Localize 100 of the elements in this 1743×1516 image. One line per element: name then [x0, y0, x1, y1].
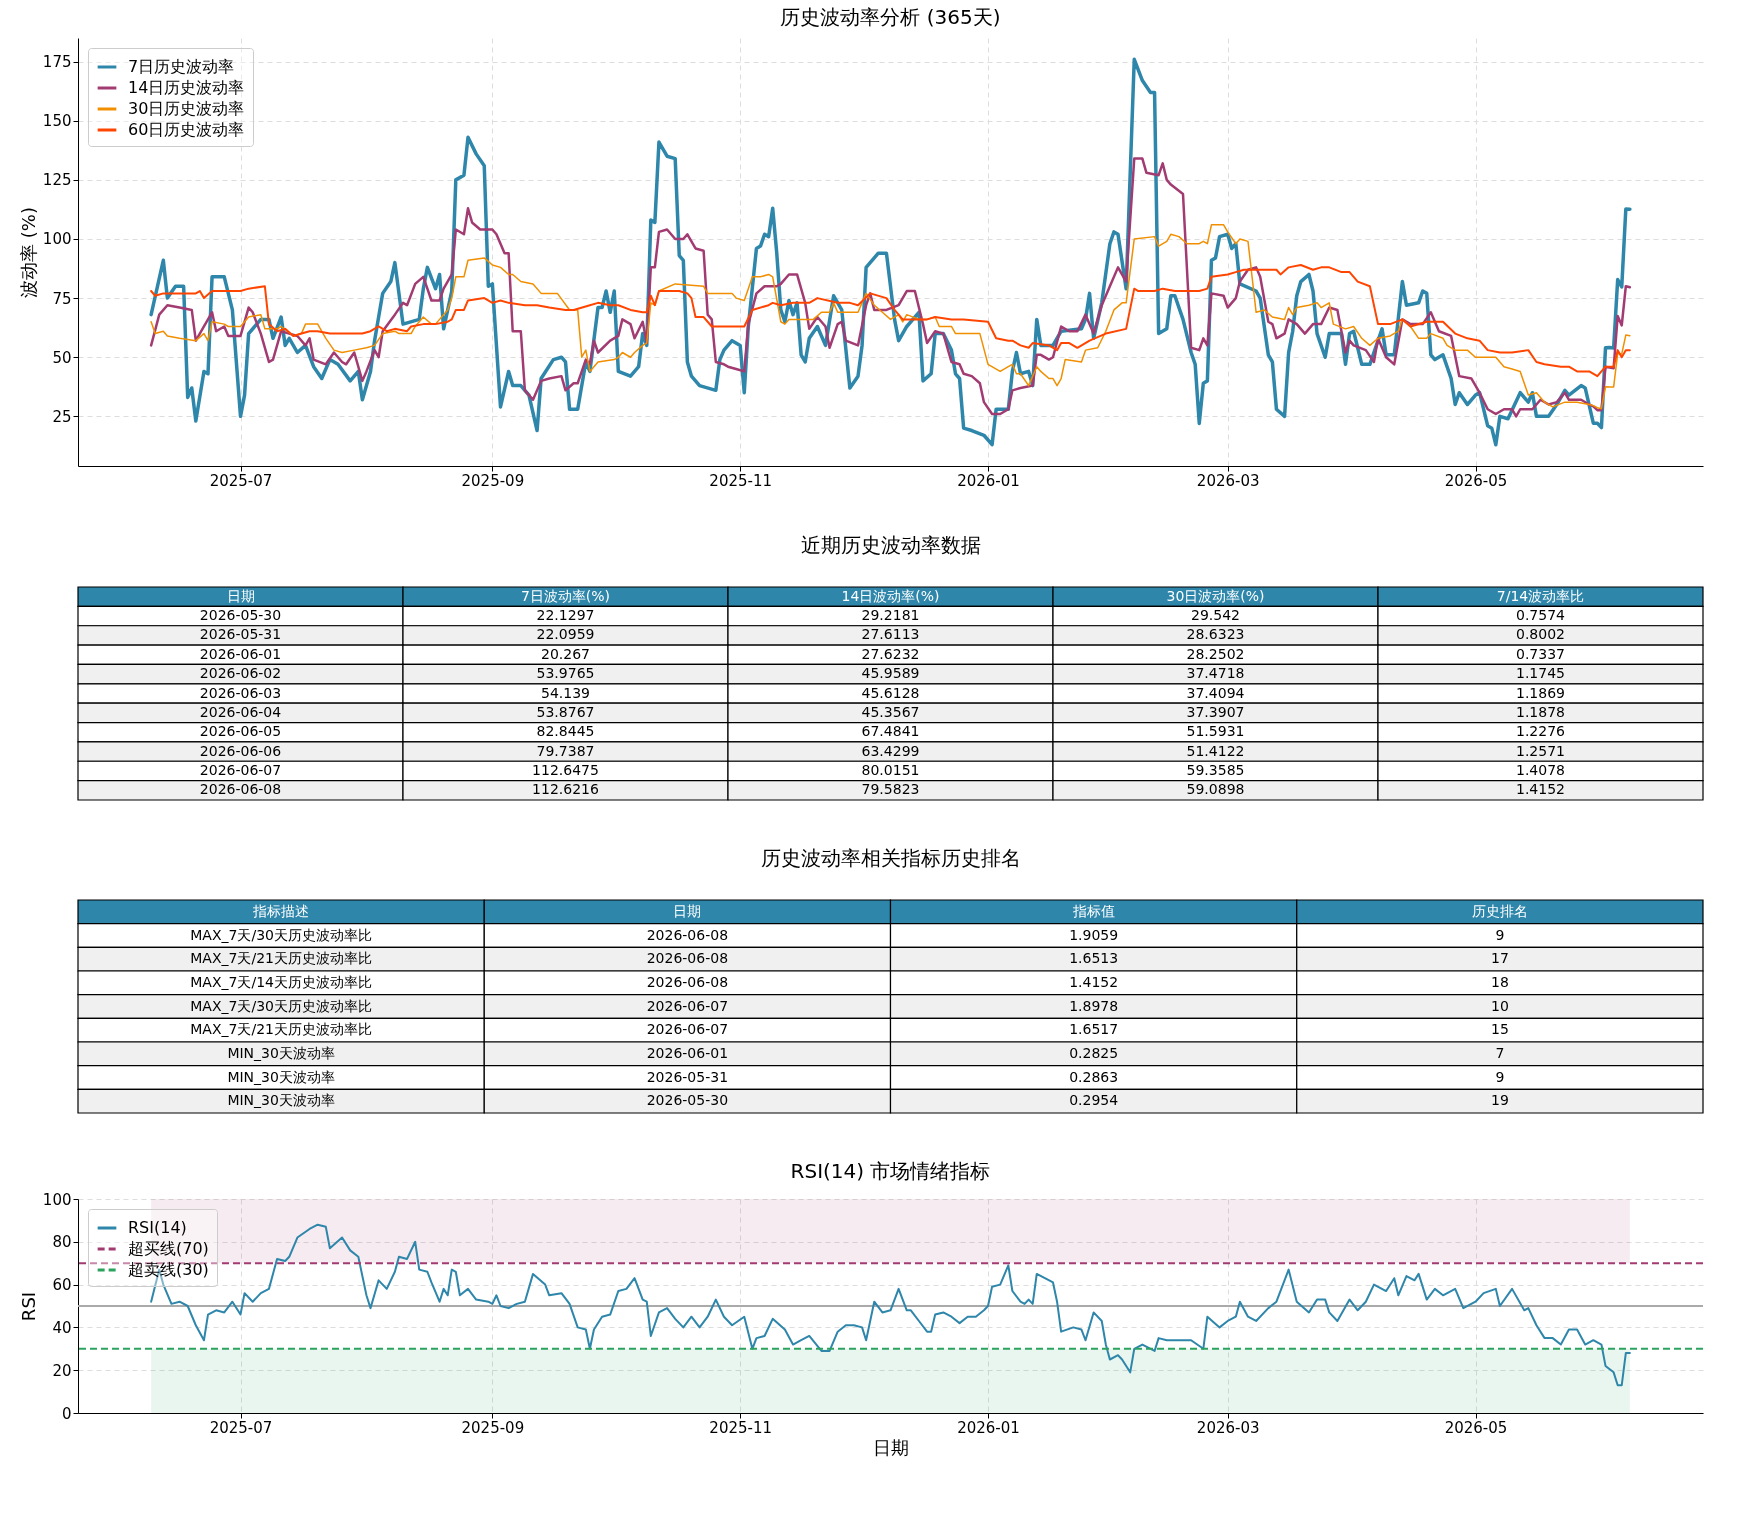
data-label: 7	[1495, 1044, 1505, 1061]
data-label: 37.4094	[1186, 684, 1245, 701]
data-label: 1.4152	[1516, 781, 1565, 798]
data-label: 1.1878	[1516, 703, 1565, 720]
y-tick-label: 40	[52, 1318, 72, 1337]
data-label: 1.4152	[1069, 973, 1119, 990]
data-label: 27.6232	[861, 645, 920, 662]
y-tick-label: 100	[42, 230, 72, 249]
data-label: 45.9589	[861, 665, 920, 682]
y-tick-label: MAX_7天/14天历史波动率比	[190, 973, 372, 990]
data-label: 0.7337	[1516, 645, 1565, 662]
data-label: 18	[1490, 973, 1509, 990]
data-label: 112.6475	[532, 761, 599, 778]
y-tick-label: 2026-06-05	[199, 723, 282, 740]
line-series	[150, 264, 1631, 378]
x-tick-label: 2026-01	[957, 1418, 1020, 1437]
text: 2026-06-08	[646, 926, 729, 943]
x-tick-label: 30日波动率(%)	[1166, 587, 1265, 604]
chart-title: 近期历史波动率数据	[800, 533, 981, 558]
y-tick-label: 2026-06-08	[199, 781, 282, 798]
data-label: 9	[1495, 1068, 1505, 1085]
y-axis-title: 指标描述	[252, 902, 310, 919]
x-tick-label: 历史排名	[1471, 902, 1528, 919]
y-tick-label: 2026-05-30	[199, 607, 282, 624]
line-series	[149, 157, 1632, 418]
y-tick-label: MIN_30天波动率	[227, 1044, 335, 1061]
data-label: 51.4122	[1186, 742, 1245, 759]
data-label: 53.9765	[536, 665, 595, 682]
data-label: 1.9059	[1069, 926, 1119, 943]
data-label: 1.6517	[1069, 1021, 1119, 1038]
data-label: 37.4718	[1186, 665, 1245, 682]
text: 2026-05-31	[646, 1068, 729, 1085]
y-tick-label: 0	[61, 1404, 72, 1423]
chart-title: 历史波动率相关指标历史排名	[760, 846, 1021, 871]
legend-label: 超买线(70)	[128, 1239, 209, 1258]
x-tick-label: 日期	[673, 902, 702, 919]
text: 2026-06-01	[646, 1044, 729, 1061]
y-tick-label: 60	[52, 1276, 72, 1295]
data-label: 1.2276	[1516, 723, 1566, 740]
y-tick-label: 2026-06-04	[199, 703, 282, 720]
text: 2026-05-30	[646, 1092, 729, 1109]
line-series	[150, 224, 1631, 410]
data-label: 0.8002	[1516, 626, 1565, 643]
data-label: 22.1297	[536, 607, 595, 624]
data-label: 51.5931	[1186, 723, 1245, 740]
x-tick-label: 7日波动率(%)	[520, 587, 611, 604]
data-label: 1.4078	[1516, 761, 1565, 778]
data-label: 19	[1490, 1092, 1509, 1109]
data-label: 79.7387	[536, 742, 595, 759]
data-label: 29.542	[1191, 607, 1240, 624]
legend-label: RSI(14)	[128, 1218, 187, 1237]
legend-label: 60日历史波动率	[128, 120, 245, 139]
data-label: 22.0959	[536, 626, 595, 643]
y-tick-label: 20	[52, 1361, 72, 1380]
data-label: 37.3907	[1186, 703, 1245, 720]
y-tick-label: 50	[52, 348, 72, 367]
y-tick-label: 100	[42, 1190, 72, 1209]
data-label: 15	[1490, 1021, 1509, 1038]
data-label: 59.0898	[1186, 781, 1245, 798]
data-label: 1.1745	[1516, 665, 1565, 682]
y-tick-label: 175	[42, 53, 72, 72]
y-axis-title: RSI	[17, 1291, 39, 1322]
data-label: 28.6323	[1186, 626, 1245, 643]
y-tick-label: 80	[52, 1233, 72, 1252]
data-label: 53.8767	[536, 703, 595, 720]
data-label: 1.2571	[1516, 742, 1565, 759]
data-label: 67.4841	[861, 723, 920, 740]
data-label: 0.2954	[1069, 1092, 1119, 1109]
x-tick-label: 2026-05	[1444, 471, 1508, 490]
data-label: 0.7574	[1516, 607, 1566, 624]
text: 2026-06-07	[646, 1021, 729, 1038]
data-label: 79.5823	[861, 781, 920, 798]
data-label: 0.2825	[1069, 1044, 1119, 1061]
x-tick-label: 2025-07	[209, 471, 273, 490]
y-axis-title: 波动率 (%)	[17, 207, 39, 298]
y-tick-label: MAX_7天/21天历史波动率比	[190, 950, 372, 967]
chart-title: 历史波动率分析 (365天)	[780, 5, 1001, 29]
y-tick-label: MAX_7天/30天历史波动率比	[190, 997, 372, 1014]
data-label: 1.6513	[1069, 950, 1119, 967]
legend-label: 14日历史波动率	[128, 78, 245, 97]
data-label: 10	[1490, 997, 1509, 1014]
y-tick-label: MIN_30天波动率	[227, 1092, 335, 1109]
x-tick-label: 2025-11	[709, 1418, 773, 1437]
y-tick-label: 2026-06-03	[199, 684, 282, 701]
legend-label: 7日历史波动率	[128, 57, 235, 76]
y-tick-label: 2026-06-06	[199, 742, 282, 759]
x-tick-label: 14日波动率(%)	[841, 587, 940, 604]
x-tick-label: 7/14波动率比	[1496, 587, 1585, 604]
legend-label: 30日历史波动率	[128, 99, 245, 118]
x-tick-label: 2026-01	[957, 471, 1020, 490]
y-tick-label: 2026-05-31	[199, 626, 282, 643]
data-label: 63.4299	[861, 742, 920, 759]
data-label: 45.3567	[861, 703, 920, 720]
text: 2026-06-08	[646, 973, 729, 990]
data-label: 45.6128	[861, 684, 920, 701]
y-tick-label: 125	[42, 171, 72, 190]
data-label: 29.2181	[861, 607, 920, 624]
legend-label: 超卖线(30)	[128, 1260, 209, 1279]
data-label: 28.2502	[1186, 645, 1245, 662]
x-tick-label: 2025-11	[709, 471, 773, 490]
